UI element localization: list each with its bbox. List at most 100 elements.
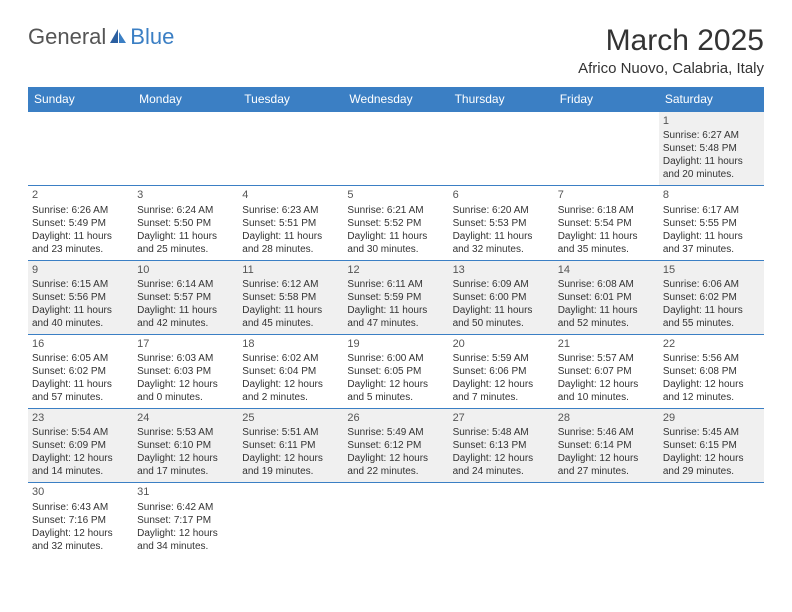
day-number: 21 — [558, 337, 655, 351]
sunrise-text: Sunrise: 6:14 AM — [137, 278, 234, 291]
day-number: 16 — [32, 337, 129, 351]
day-info: Sunrise: 6:11 AMSunset: 5:59 PMDaylight:… — [347, 278, 444, 330]
day-info: Sunrise: 5:46 AMSunset: 6:14 PMDaylight:… — [558, 426, 655, 478]
day-number: 9 — [32, 263, 129, 277]
day-info: Sunrise: 6:06 AMSunset: 6:02 PMDaylight:… — [663, 278, 760, 330]
calendar-cell — [659, 483, 764, 557]
day-number: 14 — [558, 263, 655, 277]
daylight-text: Daylight: 11 hours and 23 minutes. — [32, 230, 129, 256]
daylight-text: Daylight: 12 hours and 29 minutes. — [663, 452, 760, 478]
day-number: 5 — [347, 188, 444, 202]
day-cell: 29Sunrise: 5:45 AMSunset: 6:15 PMDayligh… — [659, 409, 764, 482]
calendar-cell — [554, 112, 659, 186]
day-header-row: Sunday Monday Tuesday Wednesday Thursday… — [28, 87, 764, 112]
day-cell: 16Sunrise: 6:05 AMSunset: 6:02 PMDayligh… — [28, 335, 133, 408]
day-header: Saturday — [659, 87, 764, 112]
calendar-cell — [449, 483, 554, 557]
logo-sail-icon — [108, 27, 128, 45]
calendar-cell: 19Sunrise: 6:00 AMSunset: 6:05 PMDayligh… — [343, 334, 448, 408]
sunset-text: Sunset: 5:51 PM — [242, 217, 339, 230]
day-number: 10 — [137, 263, 234, 277]
day-number: 26 — [347, 411, 444, 425]
sunset-text: Sunset: 6:03 PM — [137, 365, 234, 378]
sunset-text: Sunset: 6:02 PM — [663, 291, 760, 304]
sunrise-text: Sunrise: 6:18 AM — [558, 204, 655, 217]
calendar-cell: 30Sunrise: 6:43 AMSunset: 7:16 PMDayligh… — [28, 483, 133, 557]
logo: General Blue — [28, 24, 174, 50]
sunset-text: Sunset: 6:02 PM — [32, 365, 129, 378]
day-info: Sunrise: 6:08 AMSunset: 6:01 PMDaylight:… — [558, 278, 655, 330]
day-number: 31 — [137, 485, 234, 499]
daylight-text: Daylight: 12 hours and 5 minutes. — [347, 378, 444, 404]
day-number: 1 — [663, 114, 760, 128]
day-header: Sunday — [28, 87, 133, 112]
day-number: 13 — [453, 263, 550, 277]
sunset-text: Sunset: 5:59 PM — [347, 291, 444, 304]
calendar-cell: 31 Sunrise: 6:42 AMSunset: 7:17 PMDayligh… — [133, 483, 238, 557]
daylight-text: Daylight: 11 hours and 57 minutes. — [32, 378, 129, 404]
day-cell: 6Sunrise: 6:20 AMSunset: 5:53 PMDaylight… — [449, 186, 554, 259]
day-cell: 15Sunrise: 6:06 AMSunset: 6:02 PMDayligh… — [659, 261, 764, 334]
day-info: Sunrise: 6:26 AMSunset: 5:49 PMDaylight:… — [32, 204, 129, 256]
daylight-text: Daylight: 12 hours and 27 minutes. — [558, 452, 655, 478]
sunrise-text: Sunrise: 6:43 AM — [32, 501, 129, 514]
day-number: 20 — [453, 337, 550, 351]
day-number: 6 — [453, 188, 550, 202]
day-header: Wednesday — [343, 87, 448, 112]
day-cell: 23Sunrise: 5:54 AMSunset: 6:09 PMDayligh… — [28, 409, 133, 482]
sunrise-text: Sunrise: 6:00 AM — [347, 352, 444, 365]
calendar-cell: 6Sunrise: 6:20 AMSunset: 5:53 PMDaylight… — [449, 186, 554, 260]
calendar-cell — [449, 112, 554, 186]
calendar-cell — [343, 483, 448, 557]
day-info: Sunrise: 6:23 AMSunset: 5:51 PMDaylight:… — [242, 204, 339, 256]
daylight-text: Daylight: 12 hours and 0 minutes. — [137, 378, 234, 404]
daylight-text: Daylight: 11 hours and 55 minutes. — [663, 304, 760, 330]
calendar-body: 1Sunrise: 6:27 AMSunset: 5:48 PMDaylight… — [28, 112, 764, 557]
sunset-text: Sunset: 6:01 PM — [558, 291, 655, 304]
day-cell: 20Sunrise: 5:59 AMSunset: 6:06 PMDayligh… — [449, 335, 554, 408]
daylight-text: Daylight: 11 hours and 20 minutes. — [663, 155, 760, 181]
day-info: Sunrise: 5:49 AMSunset: 6:12 PMDaylight:… — [347, 426, 444, 478]
daylight-text: Daylight: 11 hours and 37 minutes. — [663, 230, 760, 256]
day-cell: 17Sunrise: 6:03 AMSunset: 6:03 PMDayligh… — [133, 335, 238, 408]
day-info: Sunrise: 6:42 AMSunset: 7:17 PMDaylight:… — [137, 501, 234, 553]
sunrise-text: Sunrise: 5:48 AM — [453, 426, 550, 439]
sunrise-text: Sunrise: 6:24 AM — [137, 204, 234, 217]
day-cell: 4Sunrise: 6:23 AMSunset: 5:51 PMDaylight… — [238, 186, 343, 259]
day-cell: 11Sunrise: 6:12 AMSunset: 5:58 PMDayligh… — [238, 261, 343, 334]
daylight-text: Daylight: 12 hours and 7 minutes. — [453, 378, 550, 404]
day-number: 8 — [663, 188, 760, 202]
sunset-text: Sunset: 6:13 PM — [453, 439, 550, 452]
sunrise-text: Sunrise: 6:21 AM — [347, 204, 444, 217]
daylight-text: Daylight: 11 hours and 47 minutes. — [347, 304, 444, 330]
day-number: 24 — [137, 411, 234, 425]
calendar-cell — [238, 112, 343, 186]
day-cell: 12Sunrise: 6:11 AMSunset: 5:59 PMDayligh… — [343, 261, 448, 334]
header: General Blue March 2025 Africo Nuovo, Ca… — [28, 24, 764, 77]
day-info: Sunrise: 6:21 AMSunset: 5:52 PMDaylight:… — [347, 204, 444, 256]
calendar-cell: 11Sunrise: 6:12 AMSunset: 5:58 PMDayligh… — [238, 260, 343, 334]
daylight-text: Daylight: 12 hours and 14 minutes. — [32, 452, 129, 478]
sunset-text: Sunset: 5:58 PM — [242, 291, 339, 304]
sunrise-text: Sunrise: 6:15 AM — [32, 278, 129, 291]
sunrise-text: Sunrise: 6:12 AM — [242, 278, 339, 291]
calendar-row: 2Sunrise: 6:26 AMSunset: 5:49 PMDaylight… — [28, 186, 764, 260]
location: Africo Nuovo, Calabria, Italy — [578, 60, 764, 77]
day-cell: 28Sunrise: 5:46 AMSunset: 6:14 PMDayligh… — [554, 409, 659, 482]
daylight-text: Daylight: 11 hours and 42 minutes. — [137, 304, 234, 330]
calendar-cell: 3Sunrise: 6:24 AMSunset: 5:50 PMDaylight… — [133, 186, 238, 260]
sunset-text: Sunset: 6:00 PM — [453, 291, 550, 304]
sunrise-text: Sunrise: 6:05 AM — [32, 352, 129, 365]
daylight-text: Daylight: 11 hours and 50 minutes. — [453, 304, 550, 330]
day-cell: 5 Sunrise: 6:21 AMSunset: 5:52 PMDaylight… — [343, 186, 448, 259]
sunrise-text: Sunrise: 6:26 AM — [32, 204, 129, 217]
calendar-table: Sunday Monday Tuesday Wednesday Thursday… — [28, 87, 764, 557]
sunrise-text: Sunrise: 6:17 AM — [663, 204, 760, 217]
day-cell: 25Sunrise: 5:51 AMSunset: 6:11 PMDayligh… — [238, 409, 343, 482]
calendar-cell — [554, 483, 659, 557]
day-info: Sunrise: 6:00 AMSunset: 6:05 PMDaylight:… — [347, 352, 444, 404]
day-number: 17 — [137, 337, 234, 351]
day-number: 29 — [663, 411, 760, 425]
day-cell: 13Sunrise: 6:09 AMSunset: 6:00 PMDayligh… — [449, 261, 554, 334]
day-info: Sunrise: 6:05 AMSunset: 6:02 PMDaylight:… — [32, 352, 129, 404]
